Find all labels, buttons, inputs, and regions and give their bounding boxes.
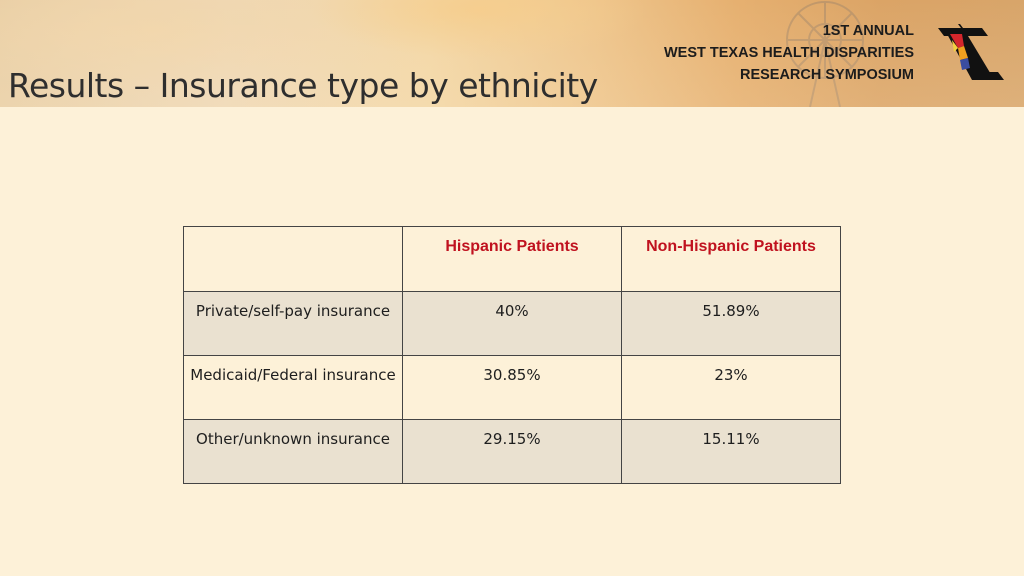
banner-overlay	[0, 0, 1024, 107]
symposium-title: 1ST ANNUAL WEST TEXAS HEALTH DISPARITIES…	[664, 20, 914, 86]
table-cell: 51.89%	[621, 291, 841, 356]
table-row-label: Private/self-pay insurance	[183, 291, 403, 356]
table-cell: 29.15%	[402, 419, 622, 484]
page-title: Results – Insurance type by ethnicity	[8, 66, 598, 105]
header-banner	[0, 0, 1024, 107]
double-t-logo-icon	[920, 24, 1004, 80]
table-cell: 23%	[621, 355, 841, 420]
table-header-cell: Non-Hispanic Patients	[621, 226, 841, 292]
table-row-label: Other/unknown insurance	[183, 419, 403, 484]
windmill-sunset-icon	[786, 1, 864, 107]
table-cell: 30.85%	[402, 355, 622, 420]
table-header-cell	[183, 226, 403, 292]
table-cell: 40%	[402, 291, 622, 356]
table-header-cell: Hispanic Patients	[402, 226, 622, 292]
table-row-label: Medicaid/Federal insurance	[183, 355, 403, 420]
symposium-line-2: WEST TEXAS HEALTH DISPARITIES	[663, 45, 914, 61]
table-cell: 15.11%	[621, 419, 841, 484]
insurance-results-table: Hispanic Patients Non-Hispanic Patients …	[183, 226, 841, 484]
table-row: Medicaid/Federal insurance 30.85% 23%	[183, 355, 841, 420]
table-row: Private/self-pay insurance 40% 51.89%	[183, 291, 841, 356]
symposium-line-1: 1ST ANNUAL	[822, 23, 914, 39]
table-header-row: Hispanic Patients Non-Hispanic Patients	[183, 226, 841, 292]
table-row: Other/unknown insurance 29.15% 15.11%	[183, 419, 841, 484]
symposium-line-3: RESEARCH SYMPOSIUM	[739, 67, 914, 83]
